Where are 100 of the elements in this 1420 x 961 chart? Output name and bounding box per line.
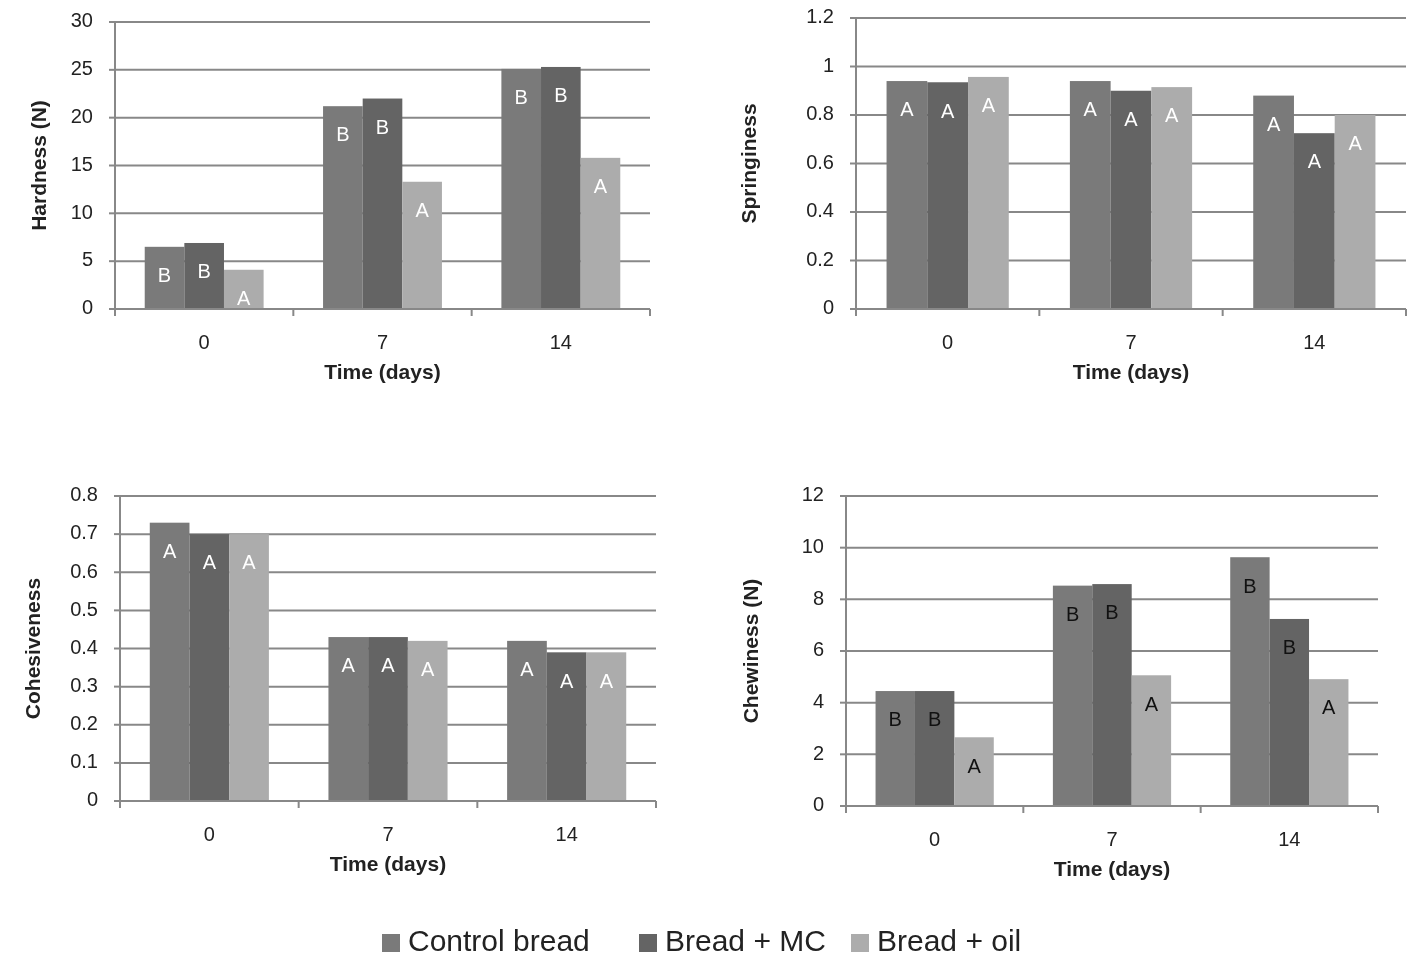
data-label: A	[520, 658, 535, 681]
y-tick-label: 0.1	[70, 750, 98, 773]
bar	[580, 157, 621, 309]
y-axis-title: Hardness (N)	[26, 100, 50, 231]
y-tick-label: 25	[70, 57, 93, 80]
bar	[1151, 87, 1193, 309]
data-label: A	[1266, 112, 1281, 135]
y-tick-label: 0	[81, 296, 93, 319]
bar	[541, 66, 581, 309]
bar	[1309, 679, 1349, 806]
bar	[914, 691, 955, 806]
y-tick-label: 0.8	[70, 483, 98, 506]
x-tick-label: 0	[198, 331, 210, 354]
y-tick-label: 0	[86, 788, 98, 811]
bar	[223, 269, 264, 309]
bar	[402, 181, 442, 309]
bar	[1131, 675, 1172, 806]
data-label: A	[162, 539, 177, 562]
y-tick-label: 6	[812, 638, 824, 661]
bar	[189, 534, 230, 801]
x-tick-label: 0	[929, 828, 941, 851]
bar	[546, 652, 587, 801]
data-label: A	[1144, 692, 1159, 715]
data-label: A	[900, 98, 915, 121]
bar	[886, 81, 928, 309]
bar	[968, 76, 1009, 309]
bar	[1230, 557, 1270, 806]
bar	[1052, 585, 1093, 806]
y-tick-label: 0.2	[806, 247, 834, 270]
data-label: A	[381, 654, 396, 677]
x-tick-label: 0	[203, 823, 215, 846]
bar	[1069, 81, 1111, 309]
y-tick-label: 20	[70, 104, 93, 127]
data-label: A	[1307, 150, 1322, 173]
data-label: A	[341, 654, 356, 677]
bar	[328, 637, 369, 801]
y-tick-label: 10	[70, 200, 93, 223]
bar	[1092, 584, 1132, 806]
y-tick-label: 0.4	[70, 635, 98, 658]
x-axis-title: Time (days)	[1072, 359, 1190, 383]
data-label: A	[559, 669, 574, 692]
data-label: A	[242, 551, 257, 574]
data-label: A	[1322, 696, 1337, 719]
legend-label: Bread + oil	[877, 923, 1022, 957]
y-tick-label: 0.3	[70, 673, 98, 696]
bar	[323, 106, 363, 309]
y-tick-label: 0.8	[806, 102, 834, 125]
y-tick-label: 2	[812, 741, 824, 764]
data-label: A	[421, 658, 436, 681]
bar	[1269, 618, 1310, 806]
y-axis-title: Chewiness (N)	[738, 578, 762, 724]
data-label: A	[202, 551, 217, 574]
data-label: B	[927, 708, 942, 731]
y-tick-label: 30	[70, 9, 93, 32]
bar	[507, 640, 547, 801]
y-tick-label: 12	[801, 483, 824, 506]
bar	[149, 522, 190, 801]
x-tick-label: 7	[376, 331, 389, 354]
data-label: B	[1105, 601, 1119, 624]
bar	[368, 637, 408, 801]
data-label: A	[593, 175, 608, 198]
x-tick-label: 7	[382, 823, 394, 846]
x-tick-label: 14	[1303, 331, 1326, 354]
bar	[501, 68, 542, 309]
y-axis-title: Cohesiveness	[20, 577, 44, 720]
legend-label: Bread + MC	[665, 923, 826, 957]
y-tick-label: 4	[812, 689, 824, 712]
y-tick-label: 0	[812, 793, 824, 816]
bar	[1334, 115, 1376, 309]
x-tick-label: 0	[942, 331, 954, 354]
x-axis-title: Time (days)	[329, 851, 447, 875]
data-label: B	[888, 708, 902, 731]
y-tick-label: 0.5	[70, 597, 98, 620]
data-label: A	[1348, 132, 1363, 155]
data-label: B	[197, 260, 211, 283]
bar	[875, 691, 915, 806]
x-tick-label: 14	[555, 823, 578, 846]
data-label: B	[514, 86, 528, 109]
data-label: B	[1243, 574, 1257, 597]
bar	[954, 737, 994, 806]
y-tick-label: 0.2	[70, 712, 98, 735]
data-label: A	[237, 287, 252, 310]
x-tick-label: 14	[1278, 828, 1301, 851]
data-label: B	[157, 264, 172, 287]
bar	[1293, 133, 1335, 309]
data-label: A	[967, 754, 982, 777]
data-label: A	[599, 669, 614, 692]
y-tick-label: 0	[822, 296, 834, 319]
bar	[229, 534, 269, 801]
x-axis-title: Time (days)	[324, 359, 441, 383]
data-label: A	[1083, 98, 1098, 121]
bar	[1110, 90, 1152, 309]
x-tick-label: 7	[1106, 828, 1118, 851]
y-tick-label: 0.6	[70, 559, 98, 582]
data-label: A	[981, 94, 996, 117]
y-tick-label: 1.2	[806, 5, 834, 28]
y-tick-label: 0.7	[70, 521, 98, 544]
data-label: B	[554, 84, 568, 107]
data-label: A	[415, 199, 430, 222]
bar	[407, 640, 448, 801]
